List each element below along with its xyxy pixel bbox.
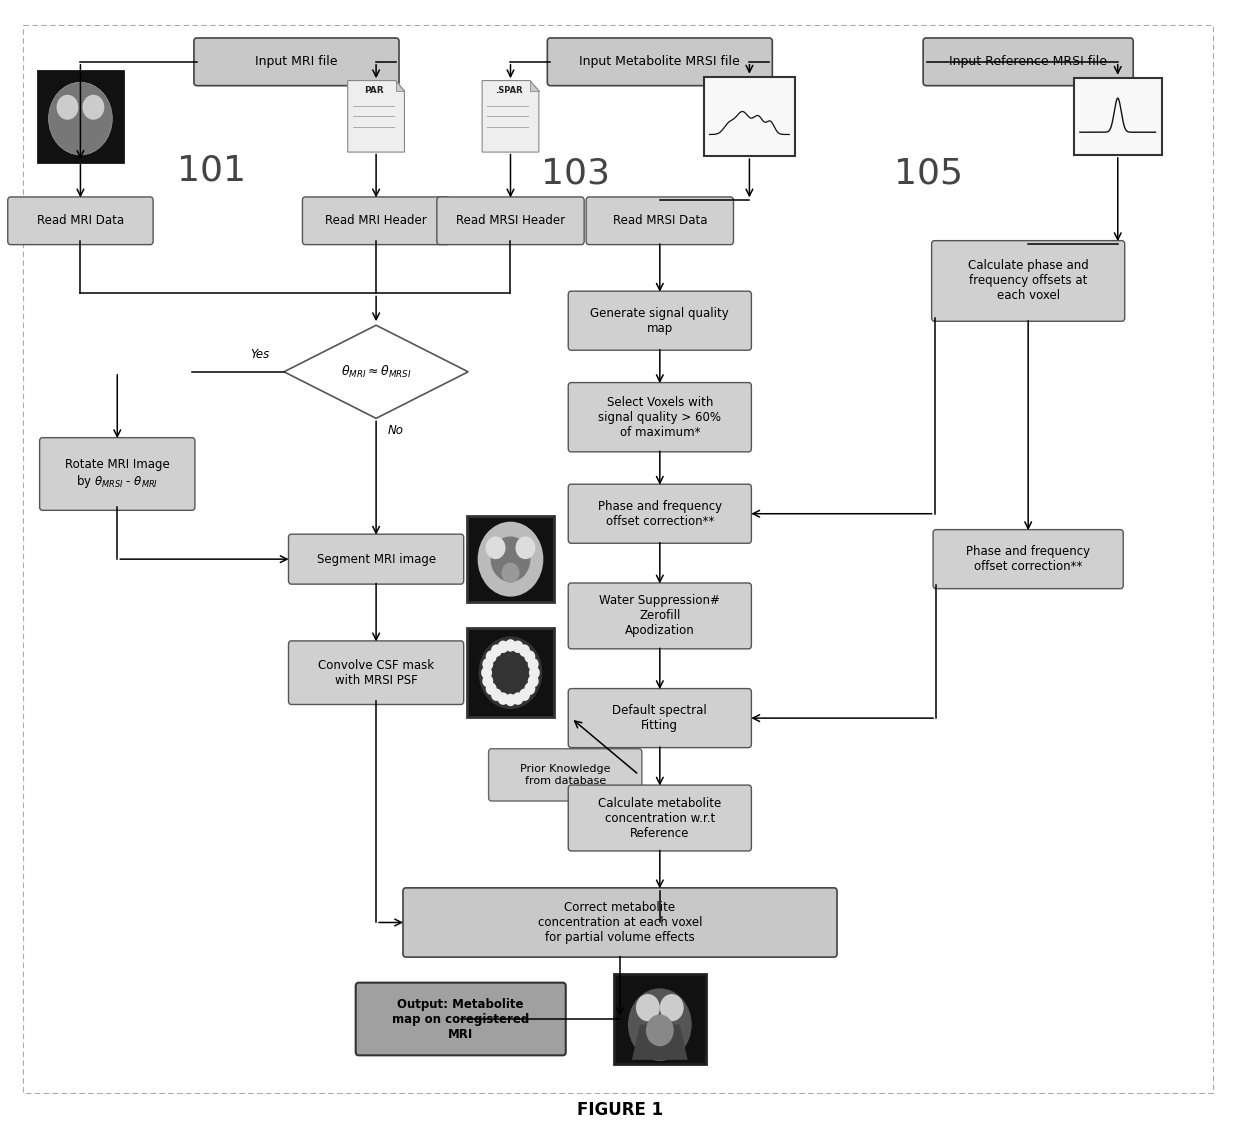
Text: 101: 101 [177, 154, 247, 188]
Circle shape [528, 658, 538, 671]
Text: Default spectral
Fitting: Default spectral Fitting [613, 704, 707, 733]
Text: Segment MRI image: Segment MRI image [316, 552, 435, 566]
Text: Phase and frequency
offset correction**: Phase and frequency offset correction** [966, 545, 1090, 573]
Circle shape [82, 95, 104, 120]
Circle shape [482, 658, 494, 671]
Text: Calculate phase and
frequency offsets at
each voxel: Calculate phase and frequency offsets at… [967, 259, 1089, 302]
FancyBboxPatch shape [289, 641, 464, 704]
Circle shape [516, 536, 536, 559]
FancyBboxPatch shape [568, 291, 751, 350]
Text: 103: 103 [541, 156, 610, 191]
Circle shape [486, 536, 506, 559]
FancyBboxPatch shape [403, 888, 837, 957]
Text: Read MRSI Header: Read MRSI Header [456, 215, 565, 227]
Text: Yes: Yes [250, 348, 269, 362]
FancyBboxPatch shape [568, 785, 751, 851]
FancyBboxPatch shape [303, 197, 450, 244]
Text: Prior Knowledge
from database: Prior Knowledge from database [520, 764, 610, 786]
Circle shape [491, 688, 502, 701]
FancyBboxPatch shape [932, 529, 1123, 589]
Circle shape [501, 563, 520, 583]
Circle shape [477, 521, 543, 597]
Circle shape [520, 645, 529, 657]
Text: Rotate MRI Image
by $\theta_{MRSI}$ - $\theta_{MRI}$: Rotate MRI Image by $\theta_{MRSI}$ - $\… [64, 458, 170, 491]
FancyBboxPatch shape [356, 982, 565, 1055]
Text: 105: 105 [894, 156, 963, 191]
Circle shape [491, 645, 502, 657]
Text: Input Metabolite MRSI file: Input Metabolite MRSI file [579, 55, 740, 68]
Circle shape [505, 639, 516, 652]
Text: Calculate metabolite
concentration w.r.t
Reference: Calculate metabolite concentration w.r.t… [598, 796, 722, 840]
Text: Convolve CSF mask
with MRSI PSF: Convolve CSF mask with MRSI PSF [317, 658, 434, 687]
Circle shape [528, 674, 538, 687]
FancyBboxPatch shape [923, 38, 1133, 86]
FancyBboxPatch shape [193, 38, 399, 86]
Text: Water Suppression#
Zerofill
Apodization: Water Suppression# Zerofill Apodization [599, 594, 720, 638]
Text: Input Reference MRSI file: Input Reference MRSI file [949, 55, 1107, 68]
FancyBboxPatch shape [587, 197, 734, 244]
Bar [703, 76, 795, 156]
Polygon shape [396, 81, 404, 91]
Circle shape [512, 693, 523, 705]
FancyBboxPatch shape [568, 688, 751, 747]
Circle shape [525, 650, 536, 663]
Circle shape [660, 994, 683, 1021]
Text: Output: Metabolite
map on coregistered
MRI: Output: Metabolite map on coregistered M… [392, 997, 529, 1041]
FancyBboxPatch shape [40, 438, 195, 510]
Text: Correct metabolite
concentration at each voxel
for partial volume effects: Correct metabolite concentration at each… [538, 901, 702, 944]
Circle shape [497, 693, 508, 705]
Circle shape [525, 682, 536, 695]
FancyBboxPatch shape [568, 484, 751, 543]
Bar [466, 516, 554, 602]
Text: Select Voxels with
signal quality > 60%
of maximum*: Select Voxels with signal quality > 60% … [599, 396, 722, 439]
Polygon shape [482, 81, 539, 152]
FancyBboxPatch shape [489, 748, 642, 801]
Bar [614, 973, 706, 1065]
Polygon shape [347, 81, 404, 152]
Polygon shape [529, 81, 539, 91]
Text: .SPAR: .SPAR [495, 87, 522, 96]
FancyBboxPatch shape [931, 241, 1125, 322]
Circle shape [479, 637, 542, 709]
Text: No: No [388, 424, 404, 437]
Circle shape [627, 988, 692, 1061]
Text: Phase and frequency
offset correction**: Phase and frequency offset correction** [598, 500, 722, 528]
FancyBboxPatch shape [436, 197, 584, 244]
Text: FIGURE 1: FIGURE 1 [577, 1101, 663, 1119]
Circle shape [481, 666, 492, 679]
Polygon shape [284, 325, 469, 419]
Text: Input MRI file: Input MRI file [255, 55, 337, 68]
Circle shape [505, 694, 516, 706]
FancyBboxPatch shape [568, 583, 751, 649]
Circle shape [486, 650, 497, 663]
Polygon shape [632, 1025, 688, 1060]
Text: Read MRI Header: Read MRI Header [325, 215, 427, 227]
Circle shape [529, 666, 539, 679]
FancyBboxPatch shape [7, 197, 153, 244]
Circle shape [482, 674, 494, 687]
Text: Generate signal quality
map: Generate signal quality map [590, 307, 729, 334]
FancyBboxPatch shape [547, 38, 773, 86]
Text: $\theta_{MRI}$$\approx$$\theta_{MRSI}$: $\theta_{MRI}$$\approx$$\theta_{MRSI}$ [341, 364, 412, 380]
Circle shape [486, 682, 497, 695]
Text: Read MRSI Data: Read MRSI Data [613, 215, 707, 227]
FancyBboxPatch shape [289, 534, 464, 584]
Circle shape [512, 640, 523, 653]
Circle shape [48, 82, 113, 155]
FancyBboxPatch shape [568, 382, 751, 452]
Text: PAR: PAR [365, 87, 384, 96]
Circle shape [646, 1014, 673, 1046]
Bar [466, 629, 554, 717]
Text: Read MRI Data: Read MRI Data [37, 215, 124, 227]
Bar [37, 71, 123, 162]
Circle shape [497, 640, 508, 653]
Circle shape [57, 95, 78, 120]
Circle shape [636, 994, 660, 1021]
Circle shape [520, 688, 529, 701]
Bar [1074, 78, 1162, 155]
Circle shape [491, 536, 531, 582]
